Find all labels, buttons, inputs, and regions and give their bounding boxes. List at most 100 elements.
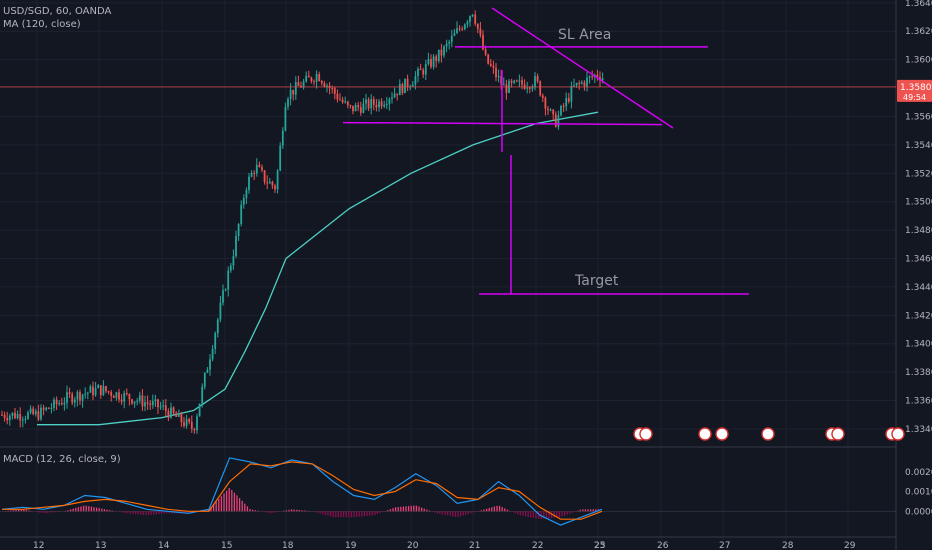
candle-body (307, 75, 310, 78)
target-label: Target (574, 273, 619, 289)
candle-body (196, 416, 198, 431)
candle-body (586, 77, 588, 87)
macd-line (1, 457, 603, 526)
candle-body (203, 372, 206, 387)
candle-body (177, 413, 180, 417)
event-markers[interactable] (633, 427, 905, 441)
candle-body (570, 85, 573, 102)
candle-body (466, 21, 469, 25)
signal-line (2, 461, 603, 520)
candle-body (245, 190, 248, 199)
candle-body (190, 421, 193, 429)
candle-body (411, 84, 414, 87)
candle-body (565, 98, 568, 107)
candle-body (375, 104, 378, 108)
candle-body (596, 74, 599, 77)
candle-body (445, 43, 448, 47)
candle-body (427, 59, 430, 65)
price-tick-label: 1.33600 (905, 397, 932, 407)
candle-body (24, 418, 27, 420)
candle-body (253, 172, 256, 174)
candle-body (229, 265, 232, 271)
candle-body (541, 95, 544, 98)
candle-body (430, 59, 432, 67)
economic-event-icon[interactable] (761, 427, 775, 441)
candle-body (138, 395, 141, 401)
candle-body (14, 412, 16, 419)
candle-body (58, 403, 61, 405)
candle-body (289, 89, 292, 100)
candle-body (105, 386, 107, 392)
macd-pane (0, 457, 896, 526)
candle-body (346, 101, 349, 106)
ma-legend[interactable]: MA (120, close) (3, 19, 81, 30)
candle-body (112, 395, 115, 398)
candle-body (102, 386, 105, 396)
candle-body (492, 65, 495, 68)
candle-body (521, 80, 523, 85)
candle-body (284, 106, 287, 131)
candle-body (167, 410, 170, 418)
candle-body (482, 34, 484, 50)
economic-event-icon[interactable] (831, 427, 845, 441)
candle-body (268, 181, 271, 184)
candle-body (183, 422, 185, 426)
price-tick-label: 1.36000 (905, 56, 932, 66)
candle-body (99, 385, 102, 396)
candle-body (474, 14, 477, 24)
symbol-legend[interactable]: USD/SGD, 60, OANDA (3, 6, 112, 17)
time-tick-label: 13 (95, 541, 106, 550)
macd-legend[interactable]: MACD (12, 26, close, 9) (3, 454, 121, 465)
candle-body (53, 399, 55, 408)
candle-body (198, 403, 201, 417)
candle-body (318, 74, 321, 82)
candle-body (232, 256, 235, 266)
price-tick-label: 1.35600 (905, 112, 932, 122)
candle-body (437, 49, 440, 62)
drawings-group: SL Area Target (0, 7, 896, 295)
candle-body (479, 28, 482, 35)
candle-body (237, 224, 240, 236)
candle-body (180, 413, 183, 423)
candle-body (362, 103, 365, 113)
candle-body (1, 414, 3, 416)
time-tick-label: 28 (782, 541, 794, 550)
candle-body (515, 80, 518, 82)
candle-body (320, 81, 323, 84)
candle-body (73, 399, 76, 403)
candle-body (510, 80, 513, 83)
candle-body (110, 391, 113, 396)
candle-body (385, 103, 388, 105)
candle-body (331, 88, 334, 90)
economic-event-icon[interactable] (698, 427, 712, 441)
candle-body (55, 399, 58, 405)
candle-body (185, 419, 188, 426)
candle-body (349, 105, 352, 107)
price-tick-label: 1.34600 (905, 255, 932, 265)
candle-body (326, 85, 328, 87)
candle-body (60, 403, 63, 405)
candle-body (461, 28, 464, 30)
sl-area-label: SL Area (558, 27, 611, 43)
last-price-badge (897, 79, 932, 102)
candle-body (388, 99, 391, 104)
candle-body (164, 405, 167, 411)
candle-body (391, 97, 393, 100)
candle-body (539, 81, 542, 96)
economic-event-icon[interactable] (639, 427, 653, 441)
candle-body (580, 82, 583, 84)
candle-body (84, 393, 87, 395)
candle-body (19, 413, 22, 421)
economic-event-icon[interactable] (891, 427, 905, 441)
time-tick-label: 23 (594, 541, 605, 550)
price-tick-label: 1.36200 (905, 27, 932, 37)
candle-body (146, 402, 149, 404)
candle-body (34, 411, 37, 415)
candle-body (274, 185, 276, 190)
candle-body (365, 99, 367, 104)
candle-body (396, 93, 399, 96)
economic-event-icon[interactable] (715, 427, 729, 441)
candle-body (136, 400, 139, 402)
